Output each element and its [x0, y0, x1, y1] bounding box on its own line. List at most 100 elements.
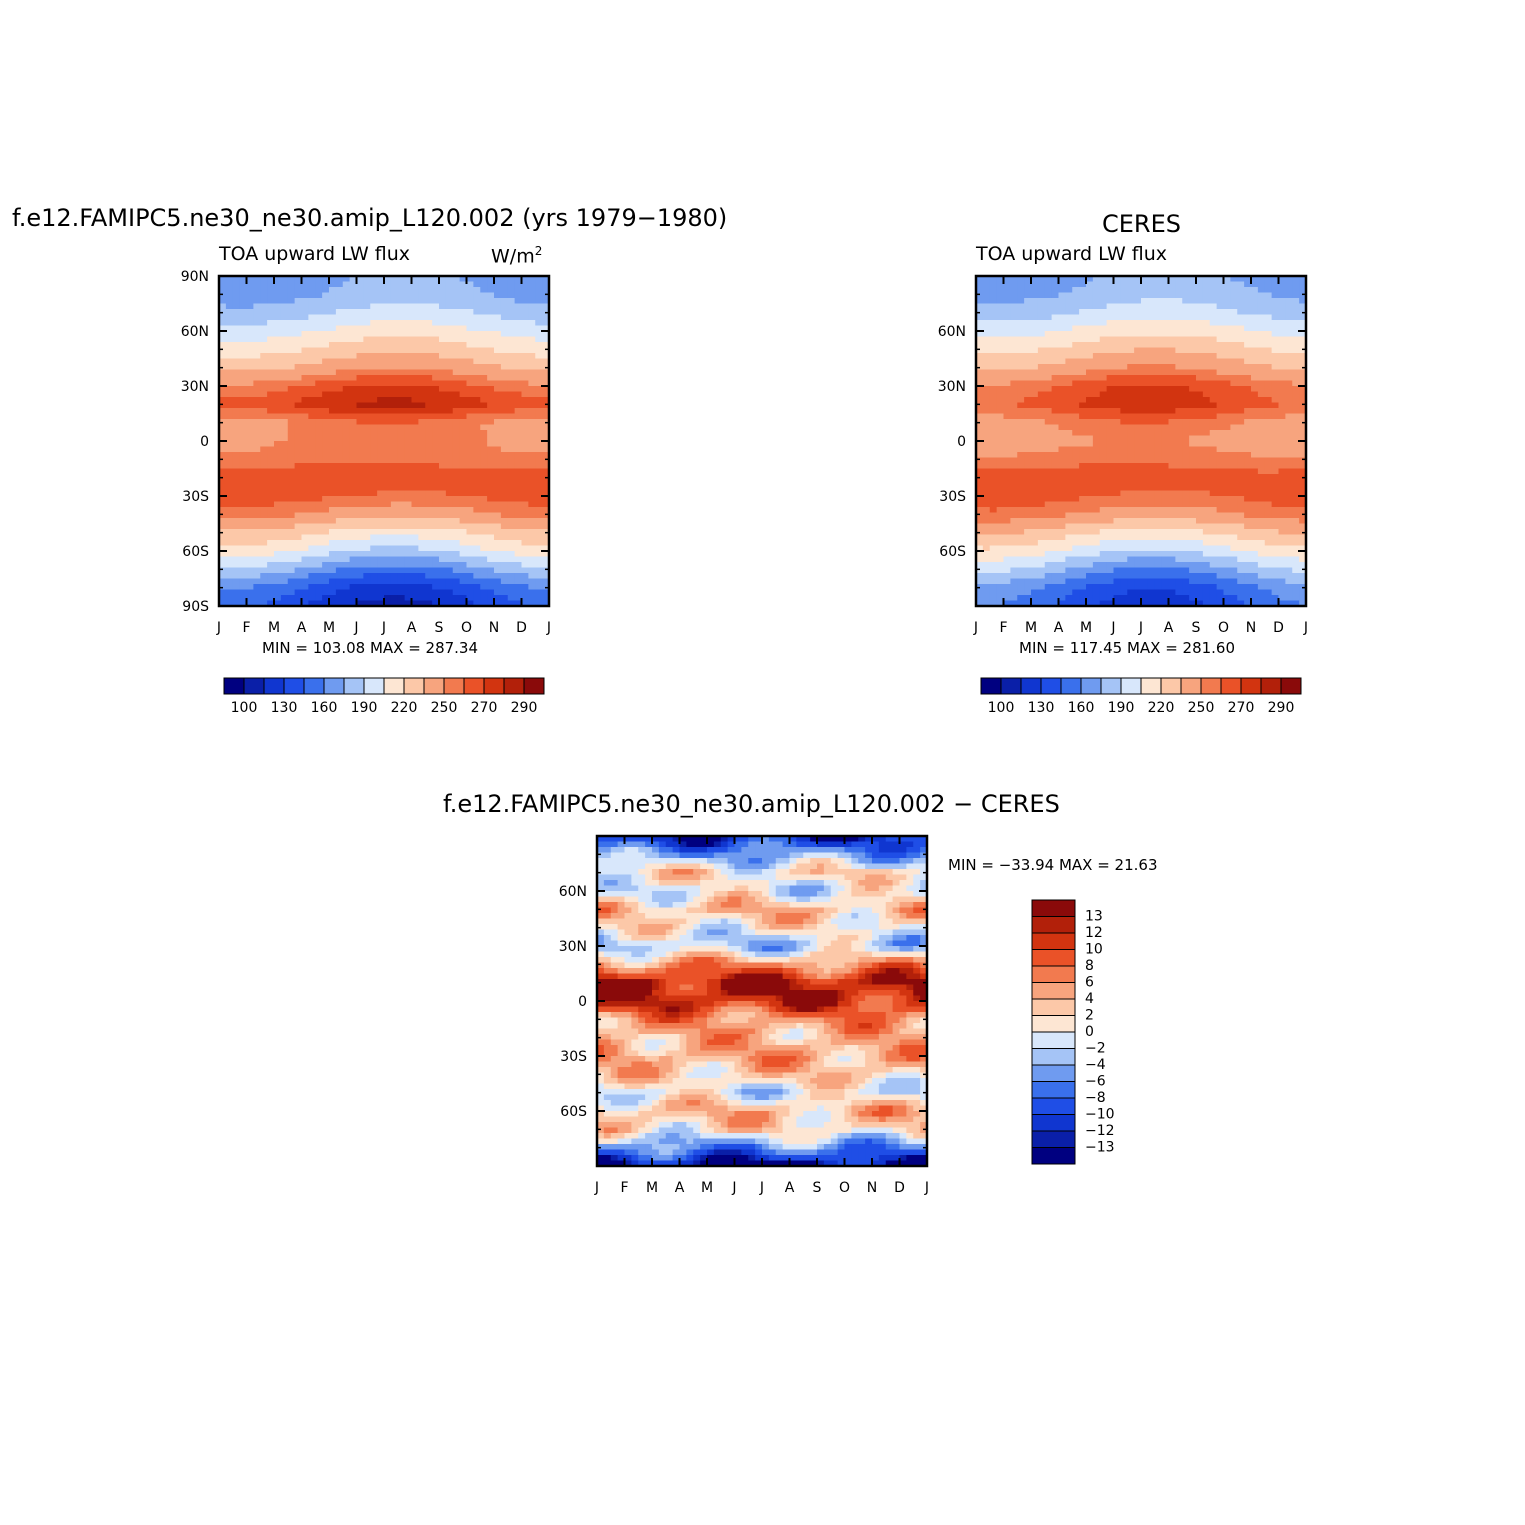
heatmap-cell — [322, 424, 330, 431]
heatmap-cell — [507, 402, 516, 409]
heatmap-cell — [1216, 490, 1224, 497]
heatmap-cell — [1189, 331, 1197, 337]
heatmap-cell — [494, 364, 502, 370]
heatmap-cell — [1168, 347, 1176, 354]
heatmap-cell — [432, 369, 440, 376]
units-text: W/m — [491, 245, 535, 268]
heatmap-cell — [521, 567, 529, 574]
heatmap-cell — [280, 391, 289, 398]
heatmap-cell — [1003, 303, 1011, 310]
heatmap-cell — [1106, 320, 1114, 326]
heatmap-cell — [308, 408, 316, 414]
heatmap-cell — [329, 573, 337, 579]
heatmap-cell — [466, 320, 474, 326]
heatmap-cell — [459, 276, 467, 282]
heatmap-cell — [225, 595, 234, 601]
heatmap-cell — [445, 391, 454, 398]
heatmap-cell — [480, 342, 488, 348]
heatmap-cell — [976, 386, 984, 392]
heatmap-cell — [1010, 386, 1018, 392]
heatmap-cell — [1168, 408, 1176, 414]
heatmap-cell — [377, 567, 385, 574]
y-tick-label: 60N — [181, 324, 209, 340]
heatmap-cell — [487, 408, 495, 414]
heatmap-cell — [1003, 446, 1011, 453]
heatmap-cell — [535, 578, 543, 585]
heatmap-cell — [287, 419, 296, 425]
heatmap-cell — [528, 408, 536, 414]
heatmap-cell — [507, 512, 516, 519]
heatmap-cell — [459, 386, 467, 392]
heatmap-cell — [1017, 457, 1025, 464]
heatmap-cell — [487, 446, 495, 453]
heatmap-cell — [989, 331, 998, 337]
heatmap-cell — [480, 287, 488, 293]
heatmap-cell — [459, 358, 467, 365]
heatmap-cell — [507, 573, 516, 579]
heatmap-cell — [473, 457, 481, 464]
heatmap-cell — [1037, 386, 1046, 392]
heatmap-cell — [1264, 331, 1273, 337]
heatmap-cell — [1196, 457, 1204, 464]
heatmap-cell — [246, 397, 254, 403]
heatmap-cell — [294, 600, 302, 607]
heatmap-cell — [260, 512, 268, 519]
heatmap-cell — [528, 468, 536, 475]
heatmap-cell — [1044, 292, 1053, 299]
heatmap-cell — [1251, 452, 1259, 458]
heatmap-cell — [384, 430, 392, 436]
heatmap-cell — [996, 397, 1004, 403]
heatmap-cell — [1278, 430, 1286, 436]
heatmap-cell — [1264, 474, 1273, 480]
heatmap-cell — [342, 331, 351, 337]
heatmap-cell — [1292, 276, 1300, 282]
heatmap-cell — [989, 391, 998, 398]
heatmap-cell — [1257, 463, 1266, 469]
heatmap-cell — [363, 325, 371, 332]
heatmap-cell — [308, 573, 316, 579]
heatmap-cell — [1209, 331, 1218, 337]
heatmap-cell — [1106, 424, 1114, 431]
heatmap-cell — [480, 413, 488, 420]
heatmap-cell — [528, 386, 536, 392]
heatmap-cell — [377, 523, 385, 530]
heatmap-cell — [1051, 490, 1059, 497]
heatmap-cell — [274, 529, 282, 535]
heatmap-cell — [1299, 287, 1307, 293]
heatmap-cell — [1271, 490, 1279, 497]
heatmap-cell — [1196, 314, 1204, 321]
heatmap-cell — [439, 496, 447, 502]
heatmap-cell — [487, 309, 495, 315]
heatmap-cell — [1292, 364, 1300, 370]
heatmap-cell — [480, 424, 488, 431]
heatmap-cell — [521, 496, 529, 502]
heatmap-cell — [219, 435, 227, 442]
heatmap-cell — [1202, 358, 1211, 365]
heatmap-cell — [356, 490, 364, 497]
heatmap-cell — [356, 479, 364, 486]
heatmap-cell — [494, 347, 502, 354]
heatmap-cell — [473, 303, 481, 310]
heatmap-cell — [225, 424, 234, 431]
heatmap-cell — [1010, 463, 1018, 469]
heatmap-cell — [487, 325, 495, 332]
heatmap-cell — [1230, 413, 1238, 420]
heatmap-cell — [1106, 342, 1114, 348]
heatmap-cell — [487, 281, 495, 288]
heatmap-cell — [260, 320, 268, 326]
heatmap-cell — [500, 281, 509, 288]
heatmap-cell — [329, 529, 337, 535]
heatmap-cell — [397, 430, 406, 436]
heatmap-cell — [1106, 430, 1114, 436]
heatmap-cell — [494, 485, 502, 491]
heatmap-cell — [459, 540, 467, 546]
heatmap-cell — [1127, 463, 1135, 469]
heatmap-cell — [274, 523, 282, 530]
heatmap-cell — [1299, 457, 1307, 464]
heatmap-cell — [1264, 325, 1273, 332]
heatmap-cell — [1024, 281, 1032, 288]
heatmap-cell — [219, 281, 227, 288]
heatmap-cell — [1161, 314, 1169, 321]
heatmap-cell — [1292, 391, 1300, 398]
heatmap-cell — [1154, 375, 1163, 381]
